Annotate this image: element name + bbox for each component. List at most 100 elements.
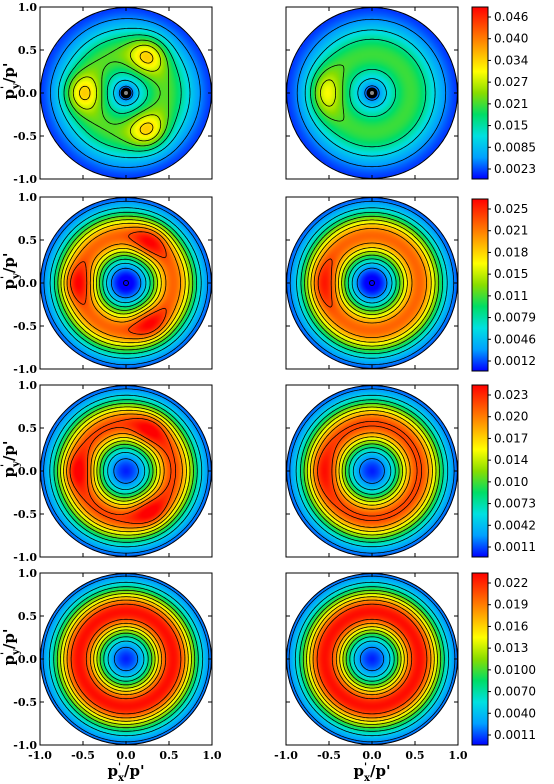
- y-tick-label: -1.0: [13, 551, 37, 564]
- colorbar-tick-label: 0.015: [494, 267, 528, 281]
- colorbar-tick-label: 0.014: [494, 453, 528, 467]
- y-tick-label: 0.0: [18, 465, 37, 478]
- y-tick-label: 0.5: [18, 422, 37, 435]
- panel-grid: 1.0 0.5 0.0 -0.5 -1.0 1.0 0.5 0.0 -0.5 -1.0 1.0 0.5…: [13, 1, 468, 762]
- y-axis-label: p'y/p': [0, 253, 22, 290]
- contour-lines: [42, 575, 210, 743]
- contour-panel-r1-c2: [285, 6, 459, 180]
- colorbar-tick-label: 0.020: [494, 410, 528, 424]
- contour-lines: [288, 575, 456, 743]
- contour-panel-r2-c1: 1.0 0.5 0.0 -0.5 -1.0: [13, 191, 213, 376]
- contour-lines: [289, 200, 455, 366]
- x-tick-label: 0.0: [362, 749, 381, 762]
- contour-lines: [296, 18, 447, 168]
- colorbar-tick-label: 0.016: [494, 619, 528, 633]
- colorbar-tick-label: 0.027: [494, 75, 528, 89]
- y-tick-label: -1.0: [13, 739, 37, 752]
- colorbar-gradient: [471, 384, 489, 558]
- density-map: [40, 573, 212, 745]
- x-tick-label: -0.5: [71, 749, 95, 762]
- density-map: [286, 385, 458, 557]
- y-tick-label: -0.5: [13, 130, 37, 143]
- colorbar-tick-label: 0.046: [494, 10, 528, 24]
- colorbar-tick-label: 0.0079: [494, 311, 536, 325]
- y-tick-label: 1.0: [18, 191, 37, 204]
- y-axis-label: p'y/p': [0, 63, 22, 100]
- colorbar-tick-label: 0.0100: [494, 663, 536, 677]
- colorbar-tick-label: 0.013: [494, 641, 528, 655]
- y-tick-label: 0.0: [18, 277, 37, 290]
- contour-lines: [289, 388, 455, 554]
- colorbar-gradient: [471, 6, 489, 180]
- y-tick-label: -1.0: [13, 173, 37, 186]
- colorbar-tick-label: 0.023: [494, 388, 528, 402]
- colorbar-row-1: 0.046 0.040 0.034 0.027 0.021 0.015 0.0085 0.00…: [471, 6, 536, 180]
- y-tick-label: -0.5: [13, 508, 37, 521]
- contour-panel-r2-c2: [285, 196, 459, 370]
- colorbar-tick-label: 0.025: [494, 202, 528, 216]
- y-tick-label: 1.0: [18, 1, 37, 14]
- y-axis-label: p'y/p': [0, 441, 22, 478]
- density-map: [40, 197, 212, 369]
- y-axis-label: p'y/p': [0, 629, 22, 666]
- colorbar-tick-label: 0.0085: [494, 140, 536, 154]
- colorbar-tick-label: 0.017: [494, 431, 528, 445]
- colorbar-tick-label: 0.0070: [494, 685, 536, 699]
- x-tick-label: -1.0: [274, 749, 298, 762]
- axis-labels: p'y/p' p'y/p' p'y/p' p'y/p' p' x/p' p' x/p': [0, 63, 391, 784]
- colorbar-tick-label: 0.015: [494, 119, 528, 133]
- y-tick-label: -1.0: [13, 363, 37, 376]
- colorbar-row-2: 0.025 0.021 0.018 0.015 0.011 0.0079 0.0046 0.0…: [471, 198, 536, 372]
- x-tick-label: 0.5: [405, 749, 424, 762]
- colorbar-tick-label: 0.010: [494, 475, 528, 489]
- y-tick-label: 0.0: [18, 653, 37, 666]
- colorbar-tick-label: 0.019: [494, 598, 528, 612]
- colorbar-tick-label: 0.011: [494, 289, 528, 303]
- center-dot: [124, 91, 128, 95]
- center-marker: [123, 280, 129, 286]
- colorbar-tick-label: 0.0073: [494, 497, 536, 511]
- colorbar-row-4: 0.022 0.019 0.016 0.013 0.0100 0.0070 0.0040 0.…: [471, 572, 536, 746]
- colorbar-tick-label: 0.021: [494, 97, 528, 111]
- colorbar-tick-label: 0.0040: [494, 706, 536, 720]
- x-tick-label: 1.0: [448, 749, 467, 762]
- colorbar-tick-label: 0.0011: [494, 540, 536, 554]
- x-tick-label: -0.5: [317, 749, 341, 762]
- center-marker: [369, 280, 375, 286]
- density-map: [286, 197, 458, 369]
- x-tick-label: 1.0: [202, 749, 221, 762]
- x-axis-label: p' x/p': [107, 762, 144, 784]
- y-tick-label: 1.0: [18, 567, 37, 580]
- colorbar-tick-label: 0.0011: [494, 728, 536, 742]
- contour-panel-r1-c1: 1.0 0.5 0.0 -0.5 -1.0: [13, 1, 213, 186]
- contour-panel-r4-c1: 1.0 0.5 0.0 -0.5 -1.0-1.0 -0.5 0.0 0.5 1.0: [13, 567, 222, 762]
- y-tick-label: -0.5: [13, 320, 37, 333]
- colorbar-group: 0.046 0.040 0.034 0.027 0.021 0.015 0.0085 0.00…: [471, 6, 536, 746]
- colorbar-tick-label: 0.021: [494, 224, 528, 238]
- x-axis-label: p' x/p': [353, 762, 390, 784]
- colorbar-tick-label: 0.0046: [494, 332, 536, 346]
- contour-panel-r3-c1: 1.0 0.5 0.0 -0.5 -1.0: [13, 379, 213, 564]
- contour-lines: [43, 388, 209, 554]
- colorbar-gradient: [471, 572, 489, 746]
- x-tick-label: -1.0: [28, 749, 52, 762]
- y-tick-label: 1.0: [18, 379, 37, 392]
- colorbar-row-3: 0.023 0.020 0.017 0.014 0.010 0.0073 0.0042 0.0…: [471, 384, 536, 558]
- contour-lines: [43, 200, 209, 366]
- y-tick-label: 0.0: [18, 87, 37, 100]
- density-map: [286, 573, 458, 745]
- colorbar-gradient: [471, 198, 489, 372]
- y-tick-label: 0.5: [18, 610, 37, 623]
- colorbar-tick-label: 0.0023: [494, 162, 536, 176]
- colorbar-tick-label: 0.0042: [494, 518, 536, 532]
- x-tick-label: 0.0: [116, 749, 135, 762]
- y-tick-label: 0.5: [18, 234, 37, 247]
- x-tick-label: 0.5: [159, 749, 178, 762]
- colorbar-tick-label: 0.0012: [494, 354, 536, 368]
- contour-panel-r4-c2: -1.0 -0.5 0.0 0.5 1.0: [274, 572, 468, 762]
- colorbar-tick-label: 0.018: [494, 245, 528, 259]
- center-dot: [370, 91, 374, 95]
- y-tick-label: -0.5: [13, 696, 37, 709]
- contour-panel-r3-c2: [285, 384, 459, 558]
